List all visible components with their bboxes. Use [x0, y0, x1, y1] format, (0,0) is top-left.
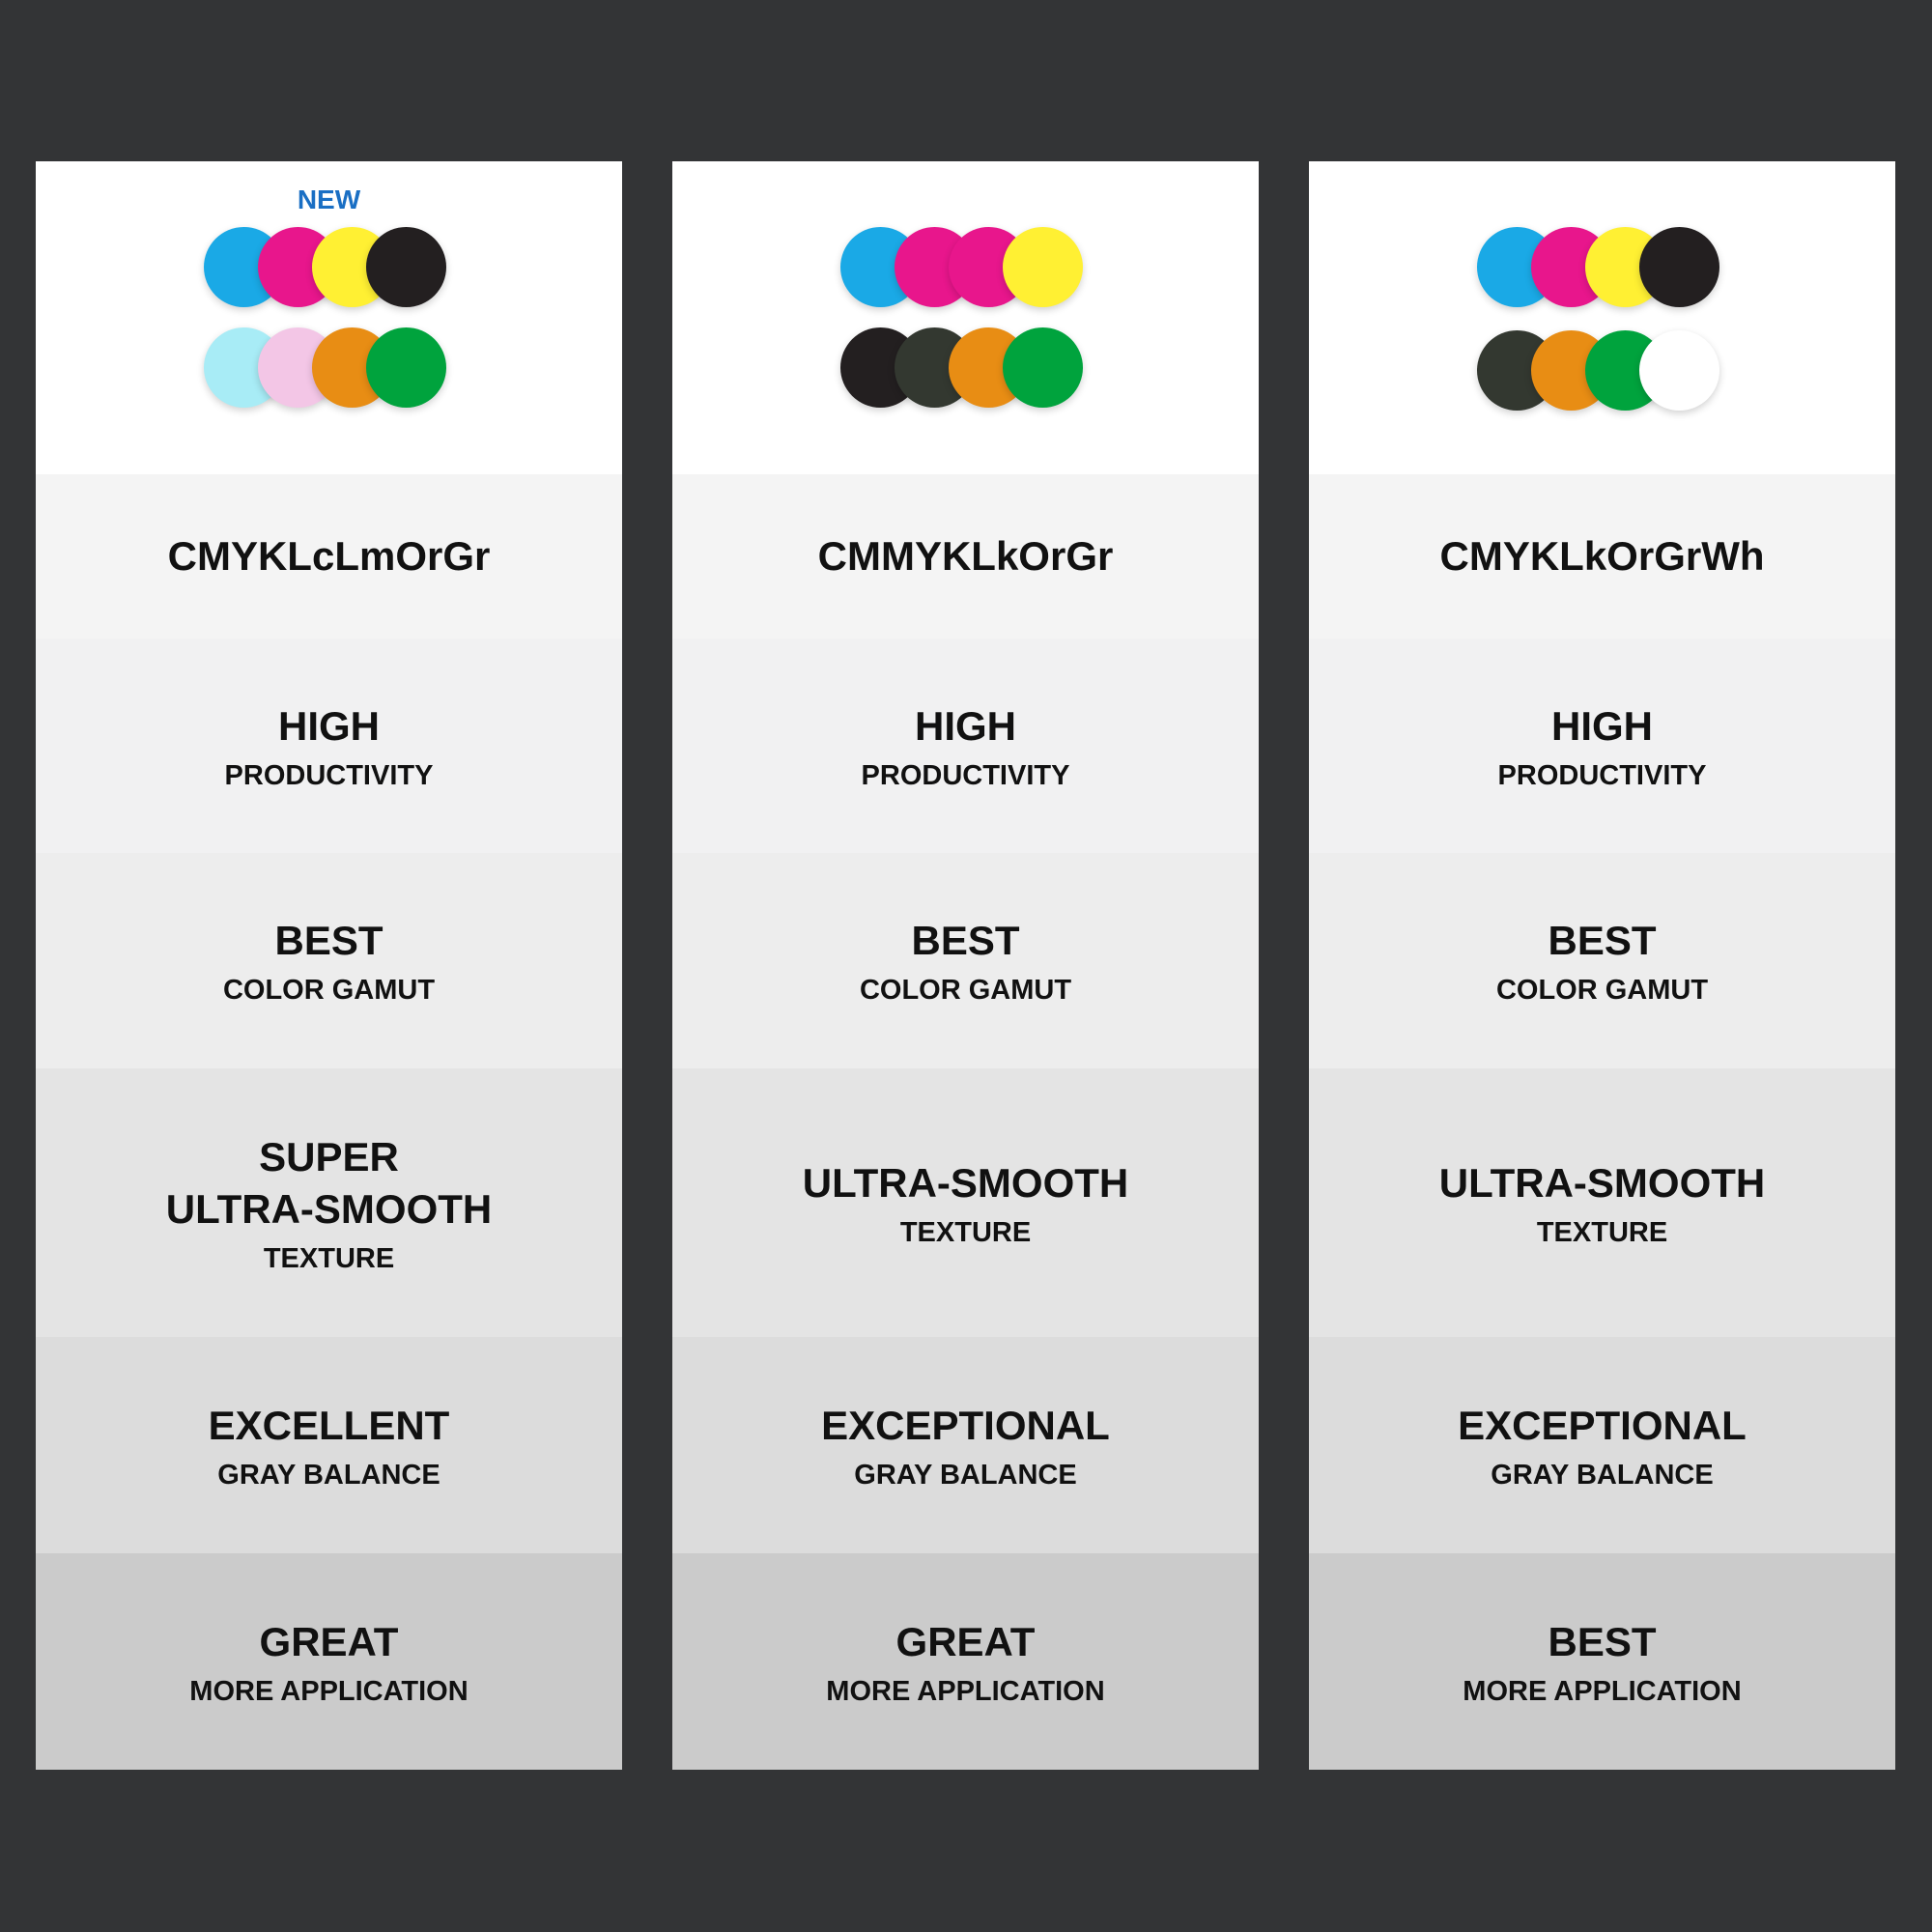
ink-swatch-black	[365, 227, 446, 307]
feature-label: TEXTURE	[899, 1216, 1032, 1248]
new-badge: NEW	[297, 185, 361, 214]
ink-swatch-header	[672, 161, 1259, 474]
feature-label: PRODUCTIVITY	[224, 759, 434, 791]
ink-config-panel: CMYKLkOrGrWh HIGH PRODUCTIVITY BEST COLOR GA…	[1309, 161, 1895, 1770]
feature-label: COLOR GAMUT	[222, 975, 436, 1006]
feature-row: EXCEPTIONAL GRAY BALANCE	[672, 1337, 1259, 1553]
feature-row: BEST COLOR GAMUT	[672, 853, 1259, 1068]
ink-config-name: CMYKLcLmOrGr	[36, 474, 622, 639]
feature-rating: EXCEPTIONAL	[821, 1402, 1110, 1448]
feature-rating: BEST	[911, 918, 1020, 963]
feature-row: HIGH PRODUCTIVITY	[36, 639, 622, 853]
feature-label: MORE APPLICATION	[189, 1675, 469, 1707]
ink-swatch-header: NEW	[36, 161, 622, 474]
feature-label: MORE APPLICATION	[1463, 1675, 1742, 1707]
feature-label: GRAY BALANCE	[217, 1459, 440, 1491]
feature-row: ULTRA-SMOOTH TEXTURE	[1309, 1068, 1895, 1337]
ink-config-panel: CMMYKLkOrGr HIGH PRODUCTIVITY BEST COLOR GAM…	[672, 161, 1259, 1770]
feature-rating: BEST	[274, 918, 384, 963]
feature-rating: ULTRA-SMOOTH	[1438, 1159, 1766, 1206]
feature-rating: HIGH	[278, 702, 380, 749]
ink-swatch-header	[1309, 161, 1895, 474]
feature-row: SUPER ULTRA-SMOOTH TEXTURE	[36, 1068, 622, 1337]
ink-config-name: CMMYKLkOrGr	[672, 474, 1259, 639]
feature-rating: BEST	[1548, 1618, 1657, 1664]
feature-label: TEXTURE	[263, 1242, 395, 1274]
ink-swatch-black	[1638, 227, 1719, 307]
feature-row: BEST MORE APPLICATION	[1309, 1553, 1895, 1770]
feature-label: MORE APPLICATION	[826, 1675, 1105, 1707]
ink-config-name: CMYKLkOrGrWh	[1309, 474, 1895, 639]
feature-row: GREAT MORE APPLICATION	[36, 1553, 622, 1770]
ink-config-panel: NEW CMYKLcLmOrGr HIGH PRODUCTIVITY BEST COLOR…	[36, 161, 622, 1770]
feature-qualifier: SUPER	[259, 1133, 399, 1179]
feature-label: PRODUCTIVITY	[1497, 759, 1707, 791]
feature-rating: ULTRA-SMOOTH	[165, 1185, 493, 1232]
feature-rating: HIGH	[915, 702, 1016, 749]
feature-rating: EXCELLENT	[208, 1402, 450, 1448]
feature-label: COLOR GAMUT	[859, 975, 1072, 1006]
feature-row: GREAT MORE APPLICATION	[672, 1553, 1259, 1770]
feature-row: EXCEPTIONAL GRAY BALANCE	[1309, 1337, 1895, 1553]
ink-swatch-yellow	[1002, 227, 1083, 307]
feature-rating: GREAT	[259, 1618, 399, 1664]
feature-rating: EXCEPTIONAL	[1458, 1402, 1747, 1448]
feature-rating: HIGH	[1551, 702, 1653, 749]
ink-swatch-green	[1002, 327, 1083, 408]
feature-row: EXCELLENT GRAY BALANCE	[36, 1337, 622, 1553]
feature-label: PRODUCTIVITY	[861, 759, 1070, 791]
feature-label: GRAY BALANCE	[854, 1459, 1077, 1491]
feature-row: BEST COLOR GAMUT	[36, 853, 622, 1068]
ink-swatch-white	[1638, 330, 1719, 411]
ink-swatch-green	[365, 327, 446, 408]
feature-label: TEXTURE	[1536, 1216, 1668, 1248]
feature-rating: ULTRA-SMOOTH	[802, 1159, 1129, 1206]
feature-row: HIGH PRODUCTIVITY	[1309, 639, 1895, 853]
feature-row: BEST COLOR GAMUT	[1309, 853, 1895, 1068]
feature-label: COLOR GAMUT	[1495, 975, 1709, 1006]
feature-row: ULTRA-SMOOTH TEXTURE	[672, 1068, 1259, 1337]
feature-label: GRAY BALANCE	[1491, 1459, 1714, 1491]
feature-row: HIGH PRODUCTIVITY	[672, 639, 1259, 853]
feature-rating: GREAT	[895, 1618, 1036, 1664]
feature-rating: BEST	[1548, 918, 1657, 963]
